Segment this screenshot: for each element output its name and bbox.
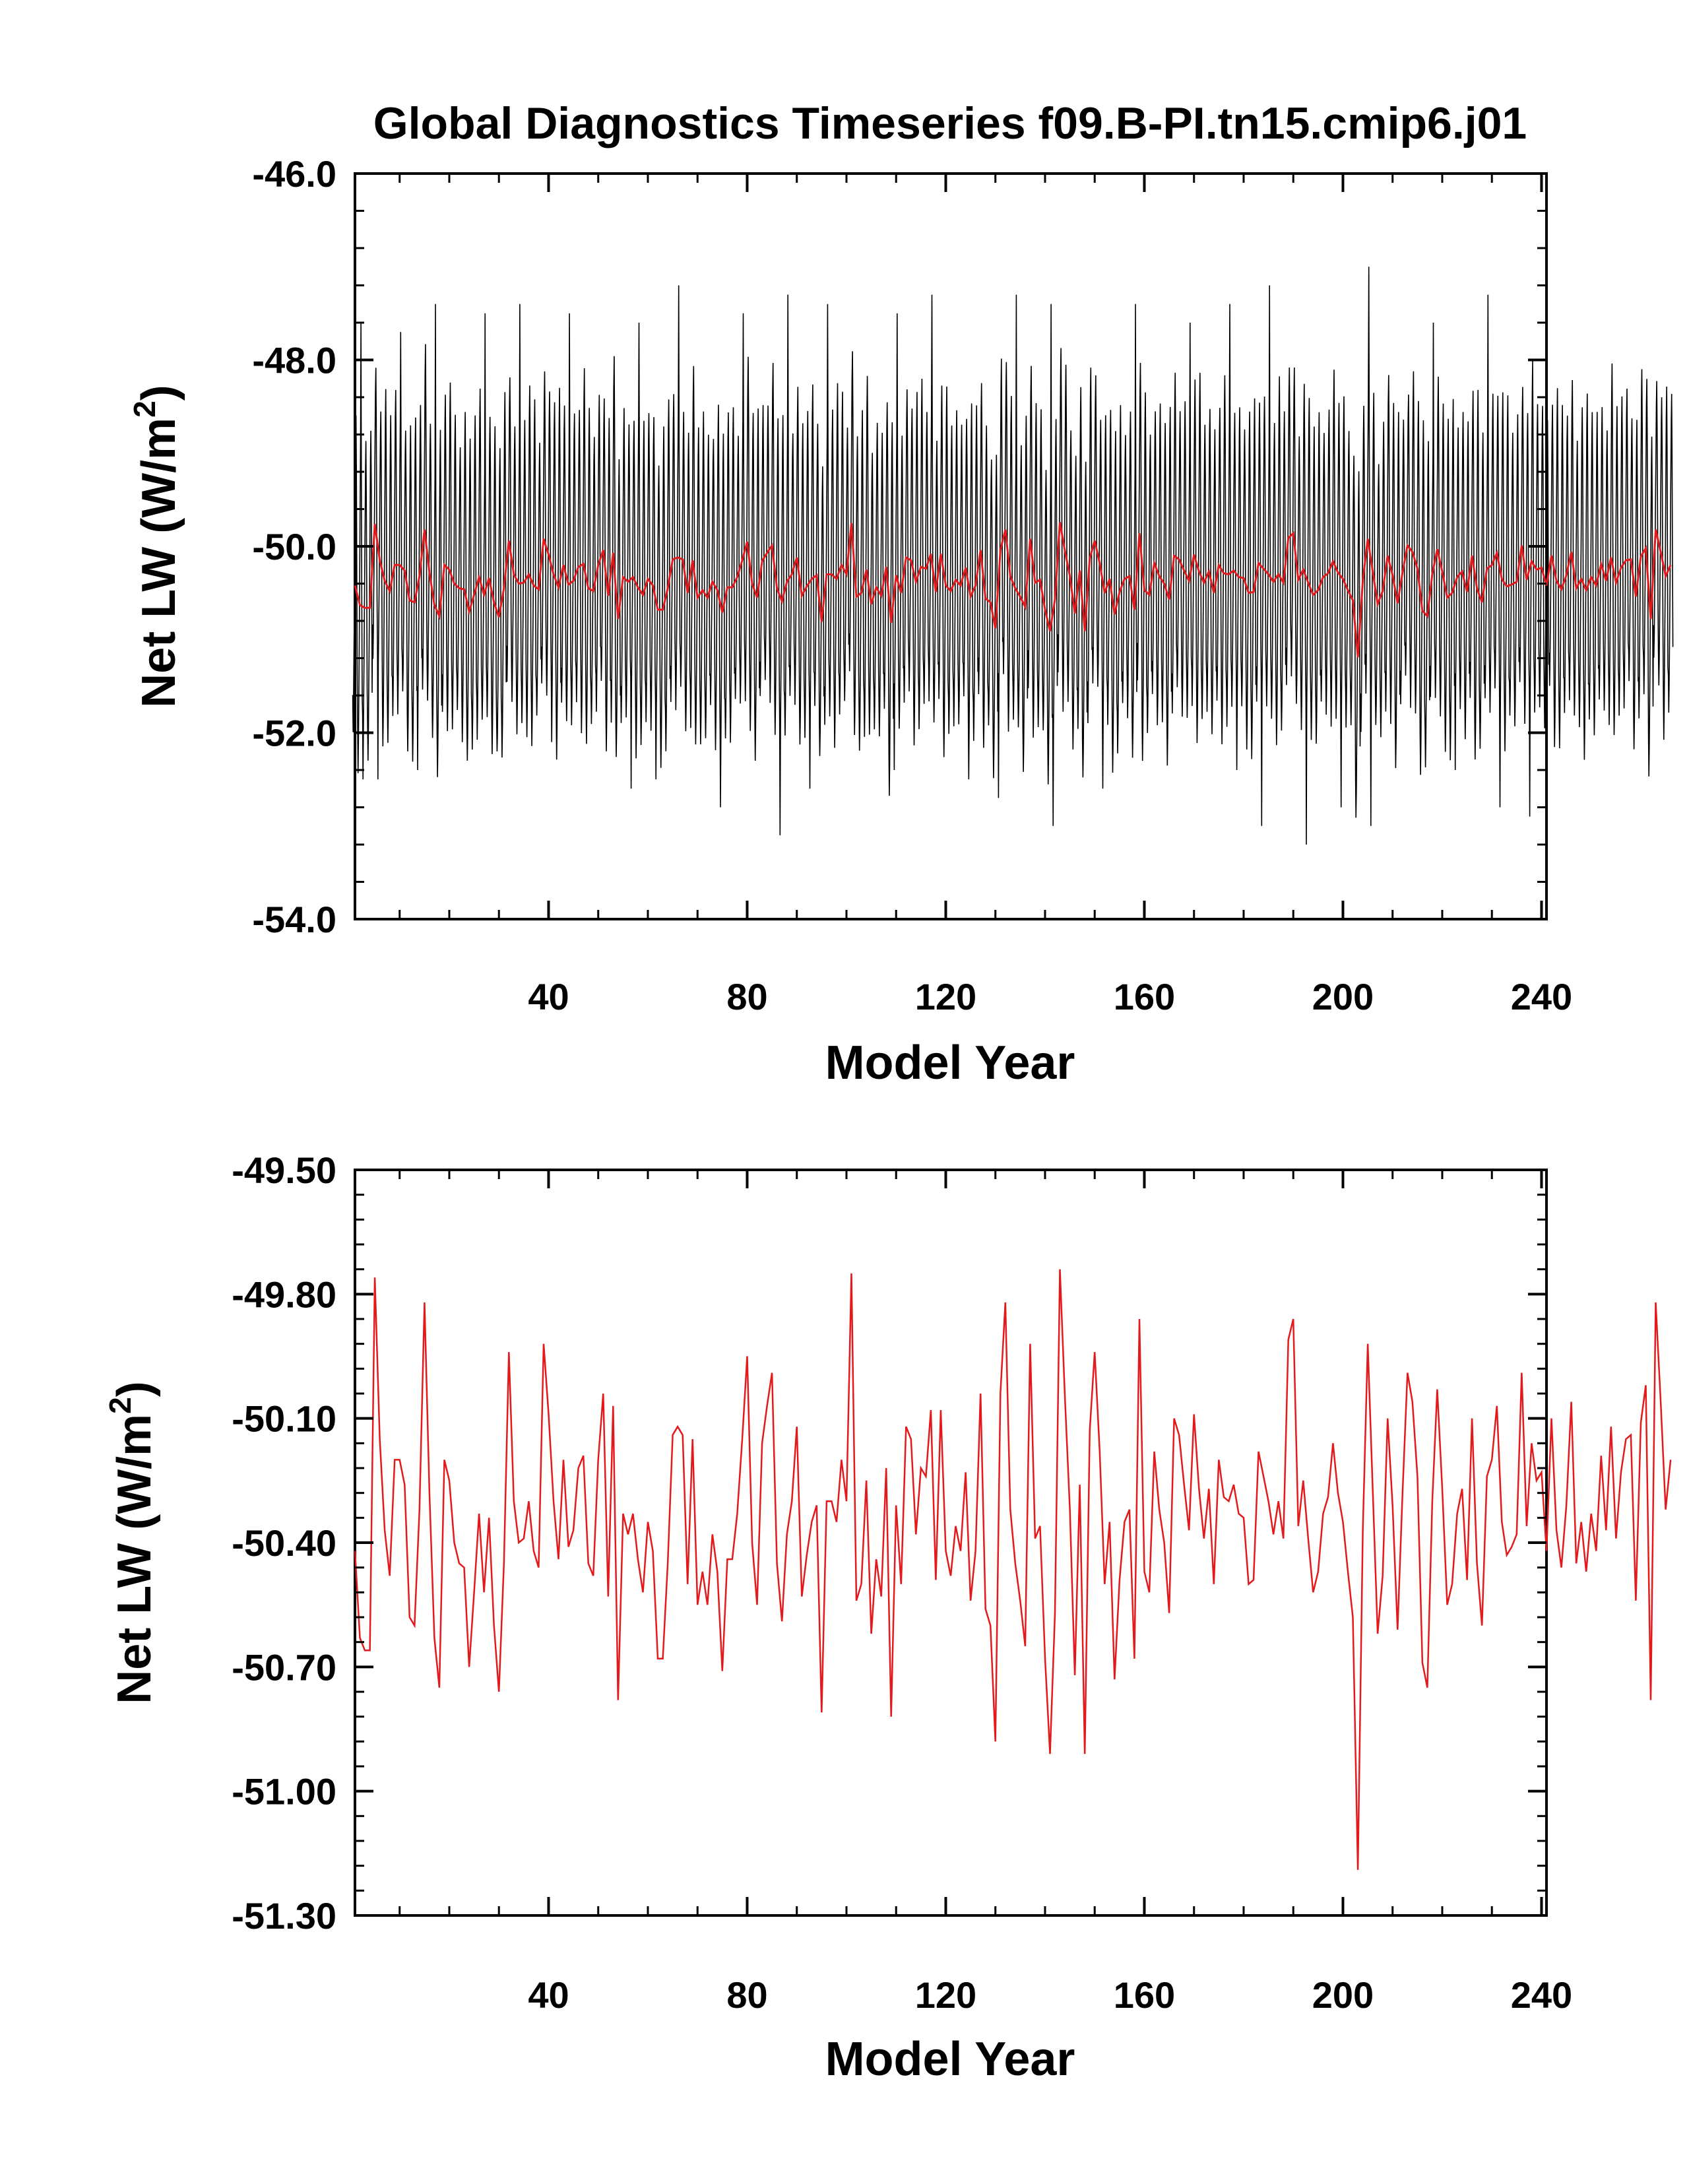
y-tick-label: -49.50 bbox=[232, 1149, 336, 1191]
y-tick-label: -50.10 bbox=[232, 1398, 336, 1440]
y-tick-label: -51.30 bbox=[232, 1895, 336, 1937]
tick-marks-bottom bbox=[355, 1169, 1546, 1917]
y-tick-label: -48.0 bbox=[252, 340, 336, 381]
x-tick-label: 240 bbox=[1511, 976, 1572, 1017]
y-tick-label: -50.0 bbox=[252, 526, 336, 567]
chart-panel-annual: -51.30 -51.00 -50.70 -50.40 -50.10 -49.80 -49.… bbox=[103, 1149, 1672, 2086]
y-axis-title-bottom-end: ) bbox=[108, 1381, 161, 1397]
monthly-series-group bbox=[352, 267, 1674, 845]
x-tick-label: 80 bbox=[726, 976, 767, 1017]
figure-title: Global Diagnostics Timeseries f09.B-PI.t… bbox=[373, 98, 1527, 148]
x-axis-title-bottom: Model Year bbox=[825, 2033, 1075, 2086]
y-axis-title-bottom-main: Net LW (W/m bbox=[108, 1414, 161, 1704]
y-tick-label: -51.00 bbox=[232, 1771, 336, 1813]
y-axis-title-top-main: Net LW (W/m bbox=[133, 418, 185, 708]
y-tick-label: -50.70 bbox=[232, 1646, 336, 1688]
chart-panel-monthly: -54.0 -52.0 -50.0 -48.0 -46.0 40 80 120 160 200 2… bbox=[127, 153, 1674, 1089]
x-tick-label: 160 bbox=[1114, 976, 1175, 1017]
y-tick-labels-bottom: -51.30 -51.00 -50.70 -50.40 -50.10 -49.80 -49.… bbox=[232, 1149, 336, 1937]
x-tick-label: 120 bbox=[915, 1974, 976, 2016]
annual-mean-overlay-group bbox=[354, 522, 1672, 658]
y-tick-label: -50.40 bbox=[232, 1522, 336, 1564]
annual-series-line bbox=[354, 1269, 1672, 1870]
y-tick-label: -54.0 bbox=[252, 899, 336, 940]
x-tick-label: 200 bbox=[1312, 976, 1374, 1017]
x-tick-label: 160 bbox=[1114, 1974, 1175, 2016]
tick-marks-top bbox=[355, 172, 1546, 920]
y-tick-label: -46.0 bbox=[252, 153, 336, 195]
x-tick-labels-bottom: 40 80 120 160 200 240 bbox=[528, 1974, 1572, 2016]
y-tick-labels-top: -54.0 -52.0 -50.0 -48.0 -46.0 bbox=[252, 153, 336, 940]
x-tick-label: 40 bbox=[528, 1974, 569, 2016]
y-axis-title-top: Net LW (W/m2) bbox=[127, 385, 185, 708]
x-axis-title-top: Model Year bbox=[825, 1037, 1075, 1089]
y-axis-title-top-end: ) bbox=[133, 385, 185, 401]
x-tick-label: 120 bbox=[915, 976, 976, 1017]
monthly-series-line bbox=[352, 267, 1674, 845]
y-axis-title-top-sup: 2 bbox=[127, 401, 162, 418]
x-tick-label: 40 bbox=[528, 976, 569, 1017]
annual-series-group bbox=[354, 1269, 1672, 1870]
x-tick-label: 240 bbox=[1511, 1974, 1572, 2016]
x-tick-labels-top: 40 80 120 160 200 240 bbox=[528, 976, 1572, 1017]
annual-mean-overlay-line bbox=[354, 522, 1672, 658]
y-tick-label: -52.0 bbox=[252, 713, 336, 754]
y-tick-label: -49.80 bbox=[232, 1273, 336, 1315]
y-axis-title-bottom: Net LW (W/m2) bbox=[103, 1381, 161, 1704]
y-axis-title-bottom-sup: 2 bbox=[103, 1397, 137, 1414]
x-tick-label: 200 bbox=[1312, 1974, 1374, 2016]
x-tick-label: 80 bbox=[726, 1974, 767, 2016]
